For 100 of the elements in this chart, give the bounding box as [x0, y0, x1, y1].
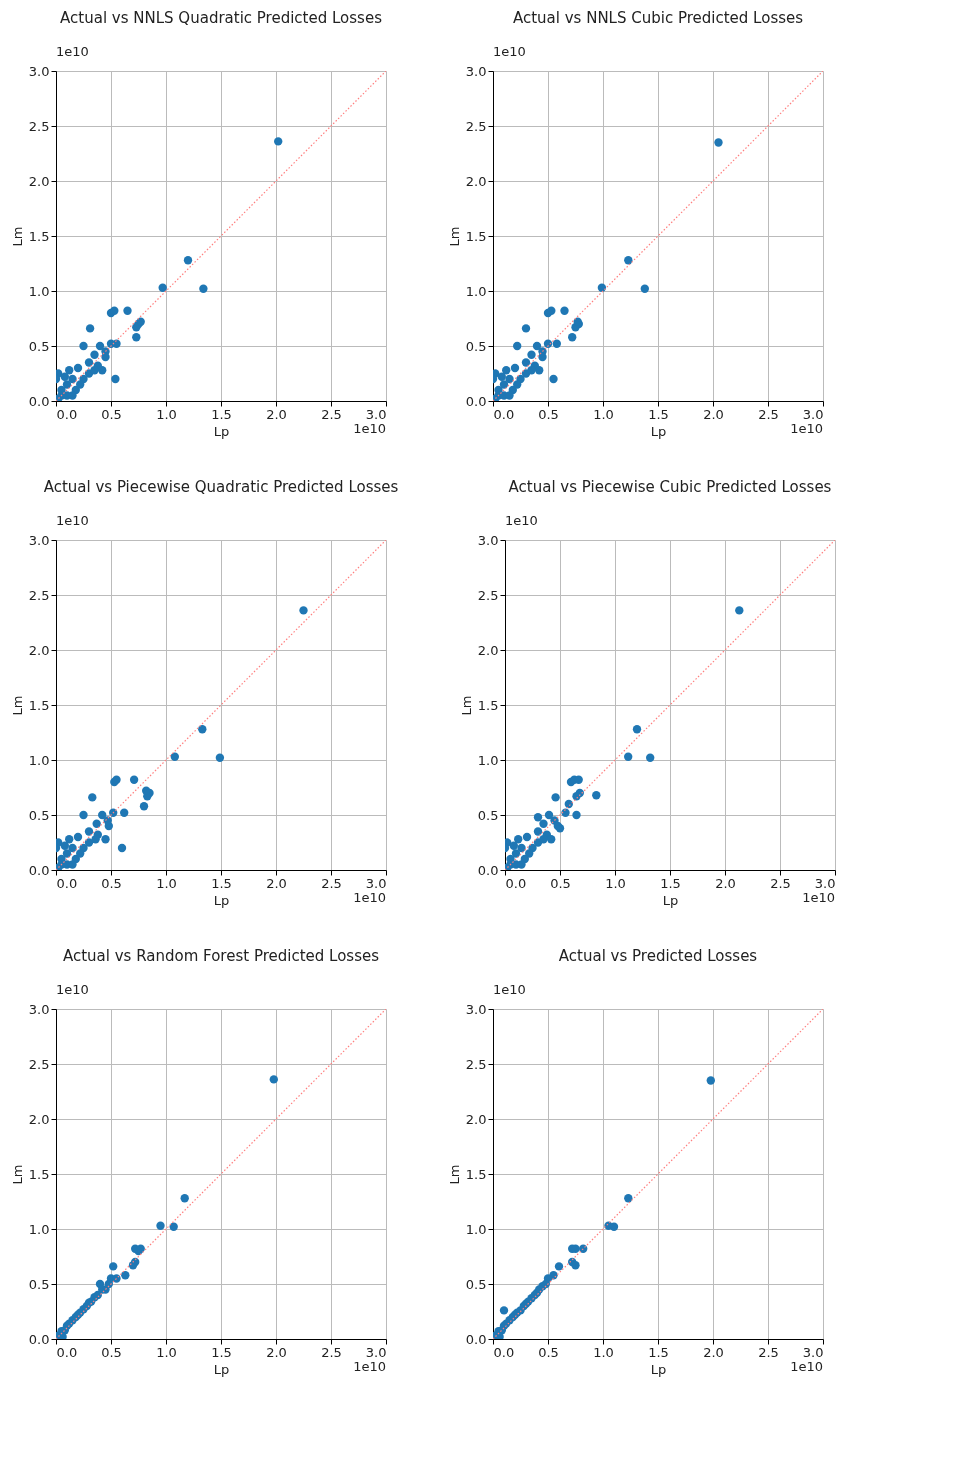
x-tick-label: 0.0	[493, 406, 515, 422]
x-tick-label: 2.5	[758, 1344, 779, 1360]
y-tick-label: 1.0	[477, 752, 499, 768]
y-tick-label: 2.5	[28, 1056, 50, 1072]
text: 1e10	[790, 421, 823, 436]
y-tick-label: 0.0	[465, 393, 487, 409]
x-tick-label: 2.5	[321, 406, 342, 422]
x-tick-label: 3.0	[802, 406, 824, 422]
y-tick-label: 0.0	[465, 1331, 487, 1347]
x-tick-label: 3.0	[814, 875, 836, 891]
x-tick-label: 1.5	[211, 875, 232, 891]
chart-title: Actual vs NNLS Cubic Predicted Losses	[512, 9, 804, 27]
y-axis-title: Lm	[9, 695, 25, 716]
y-tick-label: 1.5	[477, 697, 499, 713]
y-tick-label: 0.5	[28, 807, 50, 823]
x-axis-title: Lp	[650, 1361, 667, 1377]
y-tick-label: 0.5	[28, 1276, 50, 1292]
chart-title: Actual vs Predicted Losses	[558, 947, 758, 965]
text: 1e10	[493, 982, 526, 997]
y-tick-label: 3.0	[477, 532, 499, 548]
y-tick-label: 2.5	[28, 587, 50, 603]
y-tick-label: 0.0	[28, 862, 50, 878]
text: 1e10	[353, 890, 386, 905]
x-tick-label: 2.5	[758, 406, 779, 422]
text: 1e10	[353, 1359, 386, 1374]
x-tick-label: 2.0	[266, 406, 287, 422]
y-tick-label: 3.0	[28, 1001, 50, 1017]
x-tick-label: 1.0	[156, 875, 177, 891]
x-tick-label: 3.0	[365, 406, 387, 422]
x-tick-label: 0.5	[538, 1344, 559, 1360]
text: 1e10	[790, 1359, 823, 1374]
y-tick-label: 3.0	[28, 532, 50, 548]
y-tick-label: 2.0	[28, 173, 50, 189]
y-tick-label: 2.0	[28, 1111, 50, 1127]
text: 1e10	[505, 513, 538, 528]
y-tick-label: 0.5	[465, 338, 487, 354]
y-tick-label: 0.0	[477, 862, 499, 878]
x-tick-label: 1.0	[156, 1344, 177, 1360]
y-axis-title: Lm	[9, 226, 25, 247]
y-tick-label: 1.0	[28, 283, 50, 299]
y-axis-title: Lm	[446, 226, 462, 247]
y-tick-label: 1.5	[465, 228, 487, 244]
y-axis-title: Lm	[9, 1164, 25, 1185]
y-tick-label: 2.5	[477, 587, 499, 603]
y-axis-title: Lm	[446, 1164, 462, 1185]
x-tick-label: 0.5	[101, 406, 122, 422]
x-tick-label: 0.5	[101, 875, 122, 891]
y-tick-label: 1.0	[28, 752, 50, 768]
text: 1e10	[353, 421, 386, 436]
chart-title: Actual vs Piecewise Cubic Predicted Losses	[508, 478, 832, 496]
text: 1e10	[56, 513, 89, 528]
y-tick-label: 2.5	[28, 118, 50, 134]
x-tick-label: 3.0	[802, 1344, 824, 1360]
y-tick-label: 2.5	[465, 118, 487, 134]
x-tick-label: 0.0	[56, 1344, 78, 1360]
y-tick-label: 2.0	[465, 173, 487, 189]
y-tick-label: 3.0	[465, 63, 487, 79]
x-axis-title: Lp	[662, 892, 679, 908]
x-tick-label: 2.5	[321, 1344, 342, 1360]
text: 1e10	[56, 982, 89, 997]
y-tick-label: 2.0	[477, 642, 499, 658]
x-tick-label: 0.5	[538, 406, 559, 422]
y-tick-label: 3.0	[28, 63, 50, 79]
x-axis-title: Lp	[213, 1361, 230, 1377]
y-tick-label: 1.5	[28, 697, 50, 713]
x-tick-label: 1.5	[211, 406, 232, 422]
x-tick-label: 2.0	[715, 875, 736, 891]
x-tick-label: 2.0	[266, 1344, 287, 1360]
x-tick-label: 1.5	[648, 1344, 669, 1360]
chart-title: Actual vs NNLS Quadratic Predicted Losses	[60, 9, 383, 27]
x-tick-label: 0.0	[505, 875, 527, 891]
y-tick-label: 0.0	[28, 393, 50, 409]
x-tick-label: 1.5	[648, 406, 669, 422]
text: 1e10	[493, 44, 526, 59]
x-tick-label: 2.0	[266, 875, 287, 891]
x-tick-label: 1.5	[211, 1344, 232, 1360]
x-tick-label: 2.0	[703, 406, 724, 422]
y-tick-label: 0.5	[465, 1276, 487, 1292]
y-tick-label: 0.5	[28, 338, 50, 354]
x-axis-title: Lp	[213, 423, 230, 439]
x-tick-label: 0.0	[56, 875, 78, 891]
x-axis-title: Lp	[650, 423, 667, 439]
y-tick-label: 2.0	[28, 642, 50, 658]
text: 1e10	[802, 890, 835, 905]
x-axis-title: Lp	[213, 892, 230, 908]
y-tick-label: 1.5	[28, 228, 50, 244]
x-tick-label: 0.5	[550, 875, 571, 891]
y-tick-label: 1.0	[465, 283, 487, 299]
x-tick-label: 1.0	[156, 406, 177, 422]
chart-title: Actual vs Random Forest Predicted Losses	[62, 947, 380, 965]
x-tick-label: 1.0	[593, 1344, 614, 1360]
y-tick-label: 2.5	[465, 1056, 487, 1072]
x-tick-label: 2.5	[321, 875, 342, 891]
x-tick-label: 0.5	[101, 1344, 122, 1360]
x-tick-label: 1.5	[660, 875, 681, 891]
x-tick-label: 2.5	[770, 875, 791, 891]
y-tick-label: 1.5	[28, 1166, 50, 1182]
x-tick-label: 0.0	[493, 1344, 515, 1360]
y-axis-title: Lm	[458, 695, 474, 716]
y-tick-label: 1.0	[465, 1221, 487, 1237]
